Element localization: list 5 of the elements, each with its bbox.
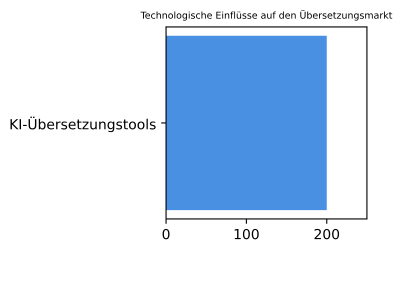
chart-title: Technologische Einflüsse auf den Übersetzungsmarkt [140, 10, 392, 21]
x-tick-label: 0 [162, 228, 170, 240]
x-tick-label: 200 [314, 228, 340, 240]
y-tick-label: KI-Übersetzungstools [10, 116, 156, 132]
x-tick-label: 100 [234, 228, 259, 240]
